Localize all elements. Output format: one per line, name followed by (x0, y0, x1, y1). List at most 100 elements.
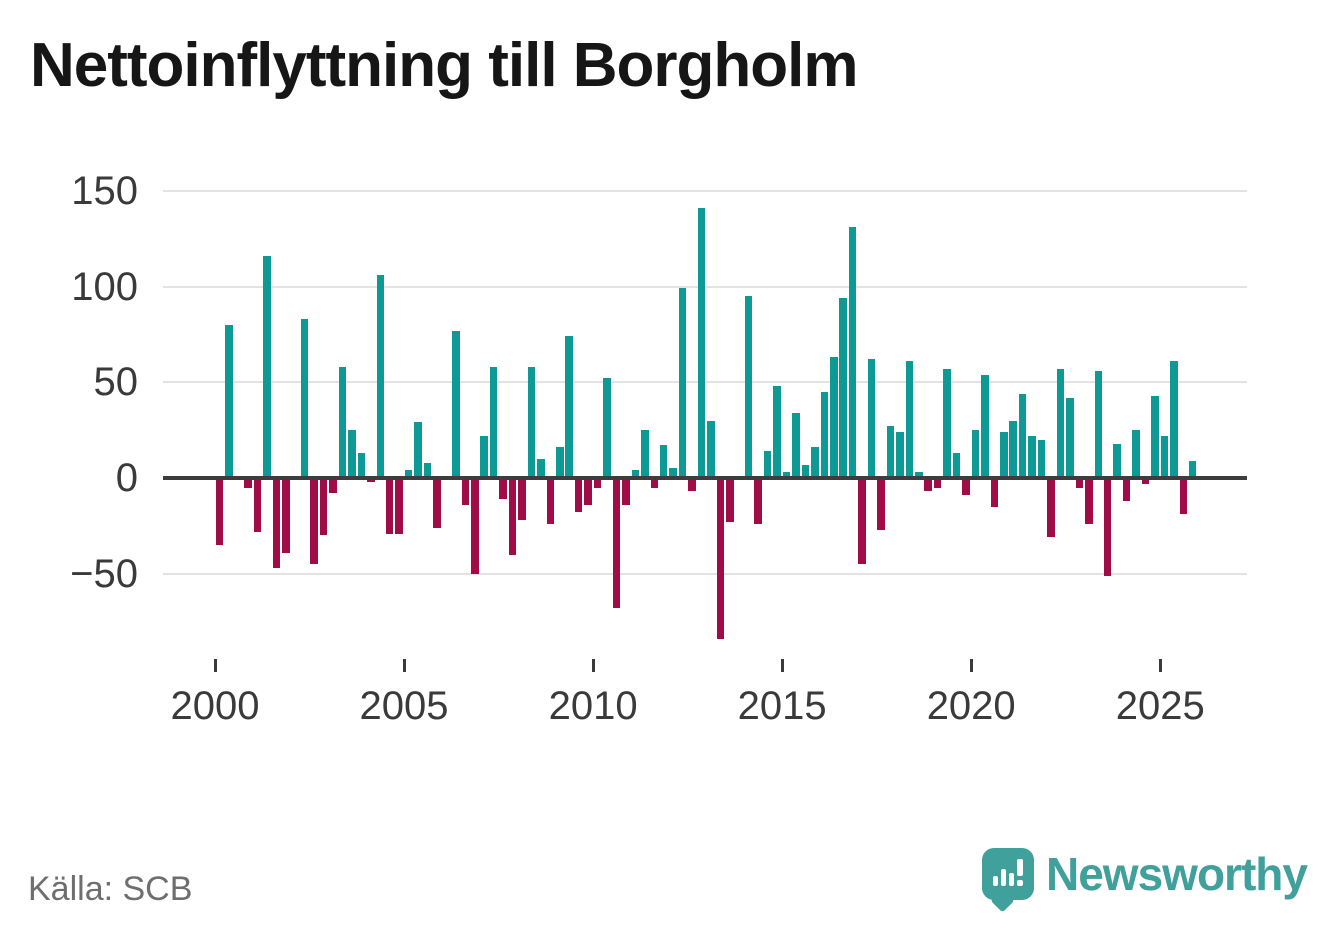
quarter-bar (848, 227, 857, 480)
quarter-bar (499, 476, 507, 500)
quarter-bar (1122, 476, 1131, 501)
quarter-bar (244, 476, 252, 488)
chart-title: Nettoinflyttning till Borgholm (30, 31, 859, 100)
quarter-bar (1179, 476, 1188, 515)
quarter-bar (924, 476, 932, 492)
quarter-bar (1018, 393, 1027, 480)
quarter-bar (622, 476, 630, 505)
x-axis-tick-label: 2000 (170, 684, 260, 728)
quarter-bar (348, 430, 356, 480)
quarter-bar (839, 298, 847, 480)
quarter-bar (697, 208, 706, 480)
quarter-bar (952, 453, 961, 480)
quarter-bar (1113, 443, 1121, 480)
quarter-bar (896, 432, 904, 480)
quarter-bar (820, 391, 829, 480)
x-axis-tick (969, 659, 973, 672)
y-axis-tick-label: 150 (71, 168, 138, 213)
brand-lockup: Newsworthy (982, 846, 1308, 916)
quarter-bar (593, 476, 602, 488)
brand-wordmark: Newsworthy (1046, 848, 1308, 900)
quarter-bar (1094, 370, 1103, 480)
quarter-bar (1160, 435, 1169, 480)
y-axis-tick-label: 0 (115, 456, 138, 500)
x-axis-tick (1158, 659, 1162, 672)
quarter-bar (338, 366, 347, 480)
x-axis-tick (591, 659, 595, 672)
quarter-bar (272, 476, 281, 568)
quarter-bar (1188, 460, 1197, 480)
quarter-bar (933, 476, 942, 488)
quarter-bar (678, 288, 687, 480)
quarter-bar (669, 468, 677, 480)
quarter-bar (858, 476, 866, 565)
quarter-bar (452, 330, 460, 480)
quarter-bar (877, 476, 885, 530)
x-axis-tick-label: 2005 (359, 684, 449, 728)
source-text: Källa: SCB (28, 870, 193, 908)
gridline (163, 572, 1247, 575)
x-axis-tick (780, 659, 784, 672)
y-axis-tick-label: 50 (93, 360, 139, 405)
quarter-bar (650, 476, 658, 488)
logo-bar-chart-glyph (982, 848, 1034, 900)
quarter-bar (773, 386, 781, 480)
quarter-bar (801, 464, 810, 480)
quarter-bar (1028, 435, 1036, 480)
quarter-bar (726, 476, 734, 523)
quarter-bar (546, 476, 555, 524)
quarter-bar (565, 336, 573, 480)
quarter-bar (612, 476, 621, 609)
quarter-bar (792, 412, 800, 480)
quarter-bar (282, 476, 290, 553)
newsworthy-logo-icon (982, 848, 1034, 913)
quarter-bar (471, 476, 479, 574)
quarter-bar (603, 378, 611, 480)
quarter-bar (867, 359, 876, 480)
quarter-bar (329, 476, 337, 494)
quarter-bar (830, 357, 838, 480)
quarter-bar (310, 476, 318, 565)
quarter-bar (556, 447, 564, 480)
quarter-bar (480, 435, 488, 480)
quarter-bar (518, 476, 526, 521)
quarter-bar (225, 324, 233, 480)
x-axis-tick (402, 659, 406, 672)
quarter-bar (1009, 420, 1017, 480)
quarter-bar (971, 430, 980, 480)
quarter-bar (962, 476, 970, 496)
quarter-bar (763, 451, 772, 480)
x-axis-tick-label: 2020 (926, 684, 1016, 728)
quarter-bar (1056, 368, 1065, 480)
quarter-bar (631, 470, 640, 480)
quarter-bar (414, 422, 422, 480)
quarter-bar (584, 476, 592, 505)
quarter-bar (659, 445, 668, 480)
zero-baseline (163, 475, 1247, 480)
quarter-bar (707, 420, 715, 480)
quarter-bar (886, 426, 895, 480)
quarter-bar (990, 476, 999, 507)
quarter-bar (905, 361, 914, 480)
quarter-bar (811, 447, 819, 480)
quarter-bar (253, 476, 262, 532)
quarter-bar (1085, 476, 1093, 524)
quarter-bar (300, 319, 309, 480)
quarter-bar (376, 275, 385, 480)
quarter-bar (754, 476, 762, 524)
quarter-bar (1066, 397, 1074, 480)
quarter-bar (1037, 439, 1046, 480)
quarter-bar (489, 366, 498, 480)
quarter-bar (716, 476, 725, 639)
quarter-bar (981, 374, 989, 480)
quarter-bar (527, 366, 536, 480)
logo-exclamation-icon (1017, 859, 1023, 876)
quarter-bar (1000, 432, 1008, 480)
quarter-bar (357, 453, 366, 480)
quarter-bar (688, 476, 696, 492)
quarter-bar (385, 476, 394, 534)
quarter-bar (641, 430, 649, 480)
quarter-bar (461, 476, 470, 505)
quarter-bar (943, 368, 951, 480)
